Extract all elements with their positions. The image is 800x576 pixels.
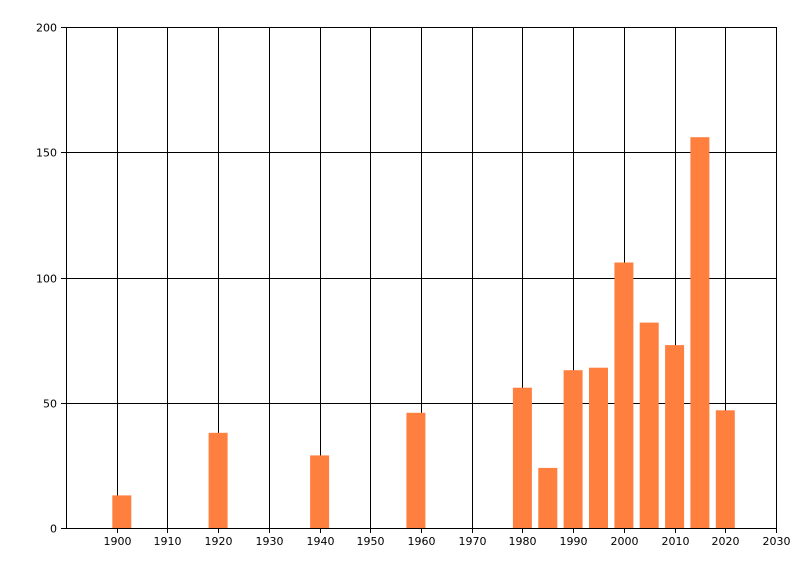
bar bbox=[208, 432, 228, 528]
x-tick-label: 1990 bbox=[560, 535, 588, 548]
bar bbox=[406, 412, 426, 528]
bar bbox=[310, 455, 330, 528]
x-tick-label: 1960 bbox=[408, 535, 436, 548]
y-tick-label: 100 bbox=[36, 273, 57, 286]
bar bbox=[690, 137, 710, 528]
x-tick-label: 1900 bbox=[104, 535, 132, 548]
bar bbox=[112, 495, 132, 528]
bar bbox=[538, 467, 558, 528]
tick-labels: 0 50 100 150 200 1900 1910 1920 1930 1940 1950 1960… bbox=[36, 22, 791, 549]
x-tick-label: 1980 bbox=[509, 535, 537, 548]
x-tick-label: 1920 bbox=[205, 535, 233, 548]
bar bbox=[589, 367, 608, 528]
x-tick-label: 1910 bbox=[154, 535, 182, 548]
x-tick-label: 1940 bbox=[307, 535, 335, 548]
axes bbox=[61, 27, 776, 529]
x-tick-label: 1930 bbox=[256, 535, 284, 548]
x-tick-label: 2010 bbox=[662, 535, 690, 548]
bar bbox=[614, 262, 634, 528]
y-tick-label: 150 bbox=[36, 147, 57, 160]
x-tick-label: 1970 bbox=[459, 535, 487, 548]
y-tick-label: 200 bbox=[36, 22, 57, 35]
bar bbox=[715, 410, 735, 528]
x-tick-label: 2000 bbox=[611, 535, 639, 548]
x-tick-label: 2030 bbox=[763, 535, 791, 548]
bar bbox=[512, 387, 532, 528]
y-tick-label: 0 bbox=[50, 523, 57, 536]
bar bbox=[665, 345, 685, 528]
x-tick-label: 1950 bbox=[357, 535, 385, 548]
bar bbox=[639, 322, 659, 528]
bar bbox=[563, 370, 583, 528]
bars bbox=[112, 137, 735, 528]
y-tick-label: 50 bbox=[43, 398, 57, 411]
x-tick-label: 2020 bbox=[712, 535, 740, 548]
